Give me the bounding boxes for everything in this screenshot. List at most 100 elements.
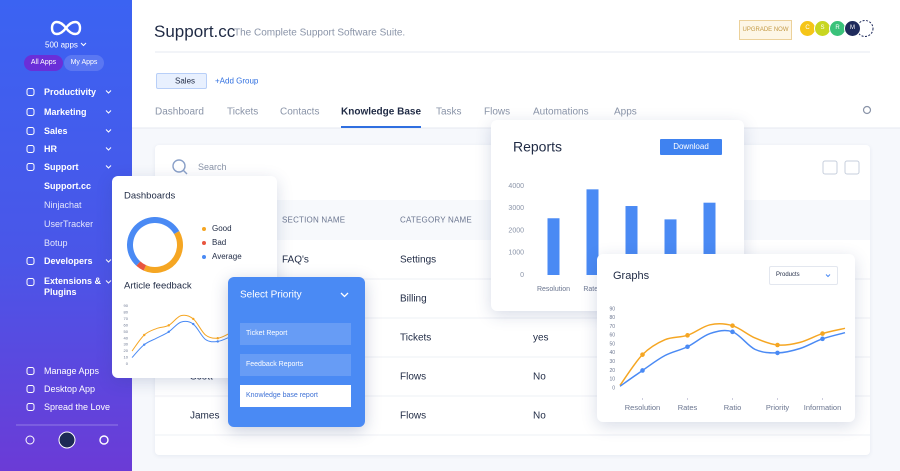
nav-chevron [105, 259, 112, 263]
avatar[interactable]: M [844, 20, 861, 37]
link-icon [822, 160, 838, 175]
nav-item[interactable]: HR [44, 144, 57, 154]
priority-dropdown: Select Priority Ticket Report Feedback Rep… [228, 277, 365, 427]
table-cell: Billing [400, 293, 427, 305]
app-filter-button[interactable]: My Apps [64, 55, 104, 71]
series-point [775, 350, 780, 356]
x-tick-label: Resolution [625, 403, 660, 412]
tab[interactable]: Contacts [280, 106, 320, 118]
nav-item[interactable]: Marketing [44, 107, 87, 117]
app-item[interactable]: Support.cc [44, 181, 92, 191]
y-tick-label: 0 [126, 361, 129, 366]
nav-item[interactable]: Developers [44, 256, 93, 266]
legend-dot [202, 255, 206, 259]
dropdown-option[interactable]: Knowledge base report [240, 385, 351, 407]
table-cell: yes [533, 332, 549, 344]
nav-icon [26, 127, 35, 135]
app-item[interactable]: UserTracker [44, 219, 94, 229]
tab[interactable]: Knowledge Base [341, 106, 422, 118]
y-tick-label: 70 [124, 316, 129, 321]
products-dropdown[interactable]: Products [769, 266, 838, 285]
legend-dot [202, 227, 206, 231]
nav-icon [26, 403, 35, 411]
series-point [640, 352, 645, 357]
y-tick-label: 2000 [508, 227, 524, 234]
nav-icon [26, 367, 35, 375]
y-tick-label: 90 [124, 303, 129, 308]
settings-icon [844, 160, 860, 175]
nav-chevron [105, 165, 112, 169]
filter-chip[interactable] [156, 73, 207, 89]
dropdown-title[interactable]: Select Priority [240, 289, 302, 301]
series-point [216, 337, 219, 340]
y-tick-label: 80 [124, 310, 129, 315]
app-subtitle: The Complete Support Software Suite. [234, 27, 406, 39]
y-tick-label: 50 [609, 341, 615, 347]
search-input[interactable]: Search [198, 162, 227, 172]
nav-item[interactable]: Spread the Love [44, 402, 111, 412]
app-filter-button[interactable]: All Apps [24, 55, 63, 71]
app-item[interactable]: Ninjachat [44, 200, 82, 210]
tab[interactable]: Apps [614, 106, 637, 118]
nav-icon [26, 278, 35, 286]
series-point [167, 324, 170, 327]
bar [547, 218, 560, 275]
x-tick-label: Rates [678, 403, 698, 412]
series-line [131, 320, 231, 358]
nav-item[interactable]: Sales [44, 126, 68, 136]
tab[interactable]: Automations [533, 106, 589, 118]
brand-label: 500 apps [45, 40, 78, 50]
tab[interactable]: Dashboard [155, 106, 204, 118]
chip-label: Sales [175, 76, 196, 86]
nav-item[interactable]: Support [44, 162, 79, 172]
user-avatar [58, 431, 76, 449]
dropdown-option[interactable]: Feedback Reports [240, 354, 351, 376]
dropdown-option[interactable]: Ticket Report [240, 323, 351, 345]
y-tick-label: 0 [520, 272, 524, 279]
upgrade-button[interactable]: UPGRADE NOW [739, 20, 792, 40]
chart-title: Article feedback [124, 281, 192, 292]
table-cell: Flows [400, 410, 427, 422]
nav-chevron [105, 129, 112, 133]
y-tick-label: 10 [609, 377, 615, 383]
nav-icon [26, 257, 35, 265]
y-tick-label: 20 [609, 368, 615, 374]
series-point [192, 317, 195, 321]
tab[interactable]: Tasks [436, 106, 462, 118]
series-point [820, 331, 825, 336]
nav-item[interactable]: Productivity [44, 87, 97, 97]
series-point [775, 342, 780, 348]
series-point [167, 330, 170, 333]
tab[interactable]: Flows [484, 106, 511, 118]
tab[interactable]: Tickets [227, 106, 259, 118]
table-cell: James [190, 410, 220, 422]
download-button[interactable]: Download [660, 139, 722, 155]
y-tick-label: 80 [609, 315, 615, 321]
tab-underline [341, 126, 421, 128]
chevron [340, 292, 349, 298]
dropdown-icon [340, 292, 349, 298]
table-cell: No [533, 371, 546, 383]
series-point [192, 322, 195, 326]
nav-item[interactable]: Desktop App [44, 384, 96, 394]
bar [586, 189, 599, 275]
table-cell: Tickets [400, 332, 432, 344]
add-group-link[interactable]: +Add Group [215, 76, 259, 86]
sidebar-icons [16, 20, 118, 449]
donut-segment [127, 217, 180, 266]
card-title: Graphs [613, 270, 650, 282]
y-tick-label: 0 [612, 385, 615, 391]
nav-icon [26, 385, 35, 393]
nav-item[interactable]: Extensions & Plugins [44, 276, 102, 297]
x-tick-label: Ratio [724, 403, 742, 412]
nav-item[interactable]: Manage Apps [44, 366, 100, 376]
donut-segment [143, 231, 183, 273]
search-icon [183, 170, 188, 175]
table-cell: Settings [400, 254, 437, 266]
series-line [131, 314, 231, 352]
app-item[interactable]: Botup [44, 238, 68, 248]
card-title: Dashboards [124, 191, 175, 202]
y-tick-label: 90 [609, 306, 615, 312]
series-point [143, 333, 146, 337]
nav-icon [26, 108, 35, 116]
